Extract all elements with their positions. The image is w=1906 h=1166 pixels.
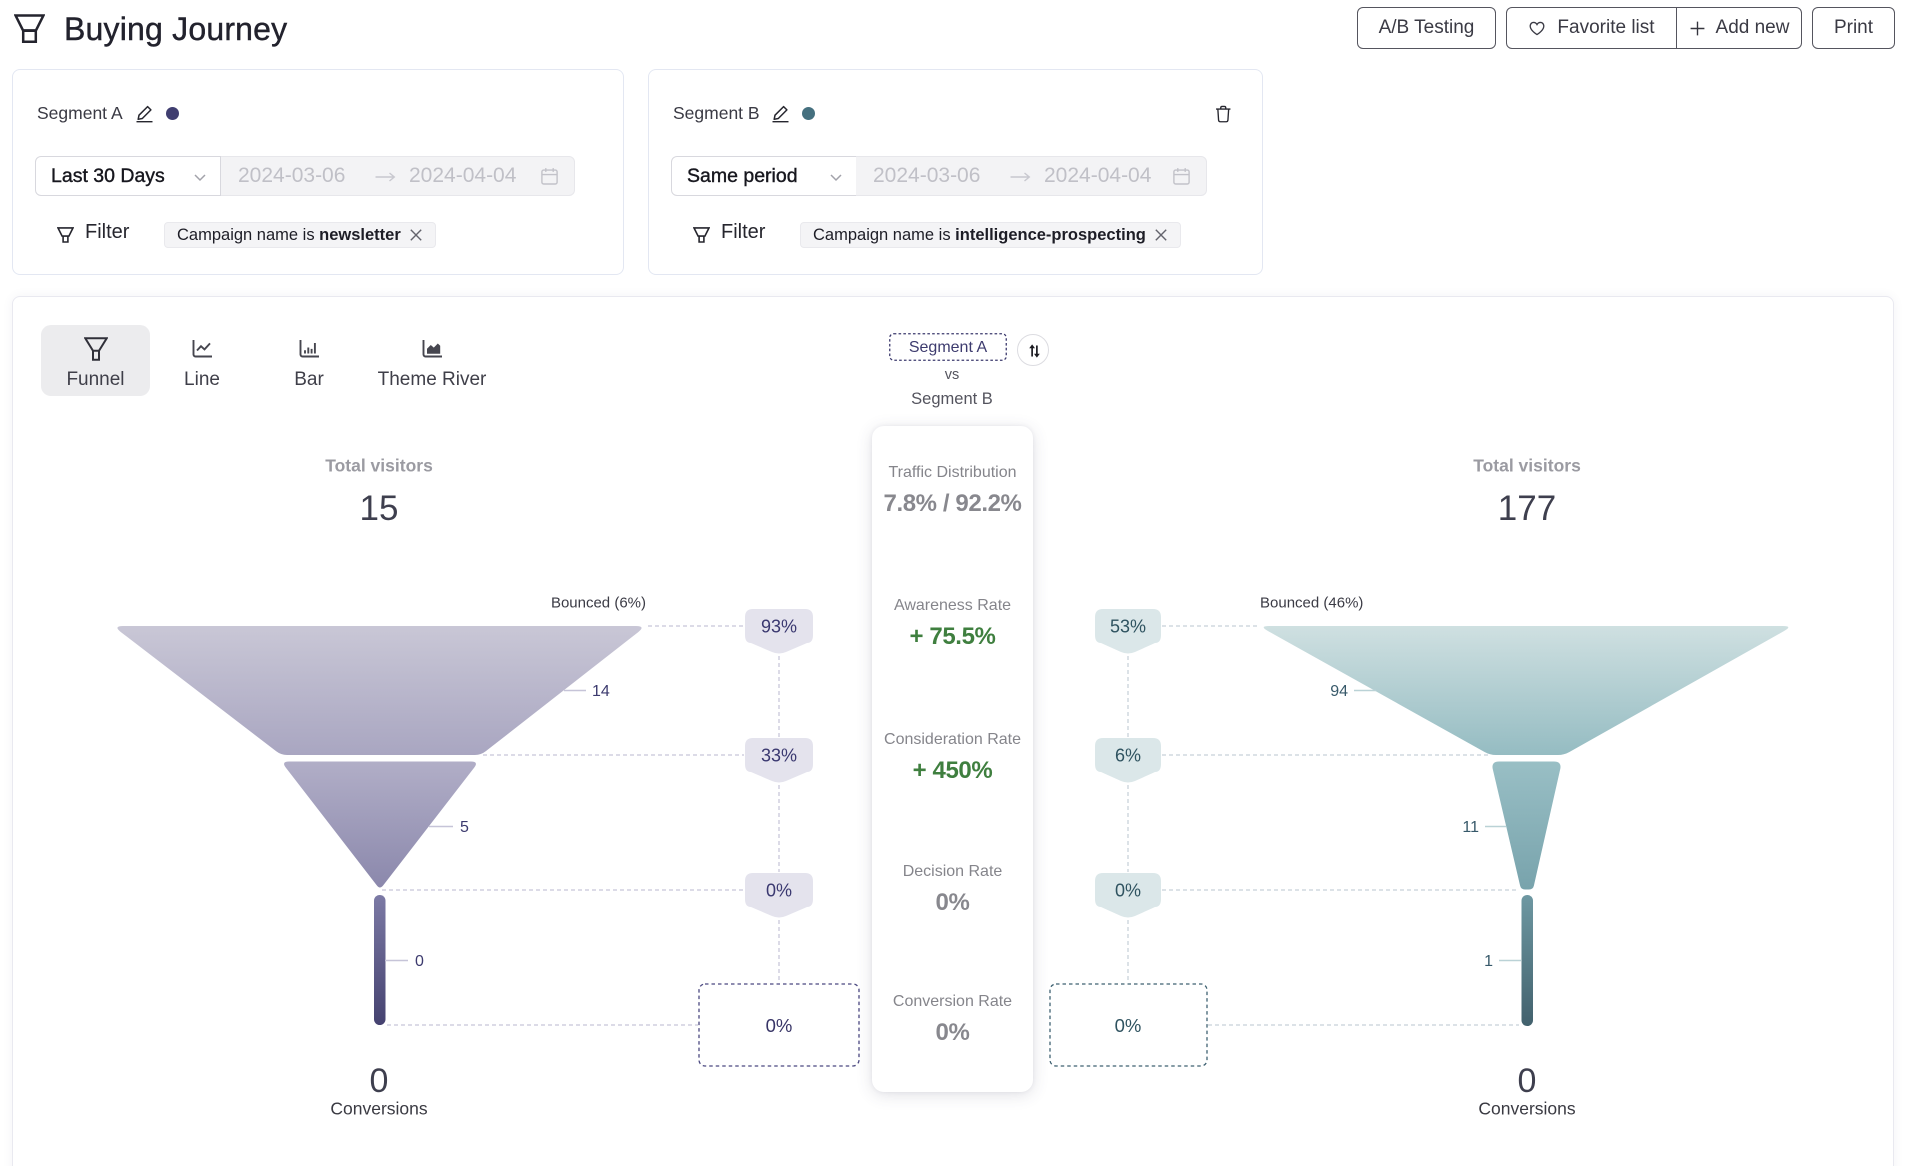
svg-text:5: 5 <box>460 819 469 836</box>
svg-text:15: 15 <box>360 489 399 528</box>
svg-text:0: 0 <box>1518 1062 1537 1100</box>
svg-text:0: 0 <box>415 953 424 970</box>
svg-text:0%: 0% <box>766 1015 793 1036</box>
svg-text:Conversions: Conversions <box>1478 1099 1576 1119</box>
svg-text:0: 0 <box>370 1062 389 1100</box>
svg-text:Bounced (46%): Bounced (46%) <box>1260 595 1363 612</box>
svg-text:6%: 6% <box>1115 746 1141 766</box>
svg-text:177: 177 <box>1498 489 1556 528</box>
svg-text:33%: 33% <box>761 746 797 766</box>
svg-text:Total visitors: Total visitors <box>325 456 433 476</box>
svg-text:93%: 93% <box>761 617 797 637</box>
svg-text:14: 14 <box>592 683 610 700</box>
svg-text:94: 94 <box>1330 683 1348 700</box>
svg-text:0%: 0% <box>1115 1015 1142 1036</box>
svg-text:0%: 0% <box>1115 881 1141 901</box>
svg-text:11: 11 <box>1462 819 1479 836</box>
svg-text:Total visitors: Total visitors <box>1473 456 1581 476</box>
svg-text:Conversions: Conversions <box>330 1099 428 1119</box>
svg-text:1: 1 <box>1484 953 1493 970</box>
svg-text:53%: 53% <box>1110 617 1146 637</box>
svg-text:Bounced (6%): Bounced (6%) <box>551 595 646 612</box>
svg-text:0%: 0% <box>766 881 792 901</box>
